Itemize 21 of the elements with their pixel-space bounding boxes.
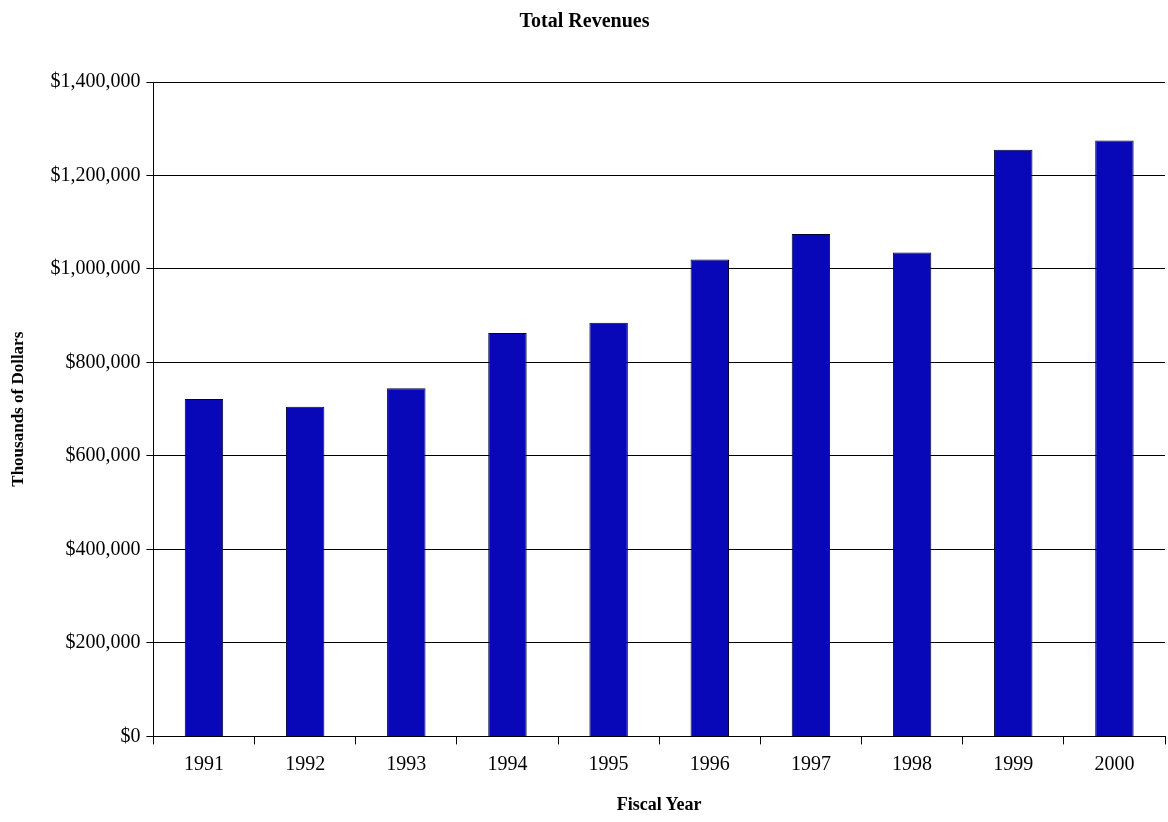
x-tick-label: 1997 (790, 751, 831, 774)
x-tick-label: 1999 (993, 751, 1034, 774)
x-tick-label: 1998 (892, 751, 933, 774)
x-tick-label: 1994 (487, 751, 528, 774)
y-tick-label: $1,200,000 (50, 162, 141, 185)
y-tick-label: $600,000 (65, 443, 141, 466)
x-tick-label: 1996 (689, 751, 730, 774)
x-tick-label: 1993 (386, 751, 427, 774)
y-tick-label: $200,000 (65, 630, 141, 653)
chart-title: Total Revenues (519, 9, 650, 32)
y-tick-label: $0 (120, 723, 141, 746)
y-axis-title: Thousands of Dollars (7, 331, 27, 487)
x-tick-label: 1992 (285, 751, 326, 774)
x-axis-title: Fiscal Year (616, 793, 702, 814)
x-tick-label: 1995 (588, 751, 629, 774)
y-tick-label: $1,000,000 (50, 256, 141, 279)
y-tick-label: $800,000 (65, 349, 141, 372)
y-tick-label: $1,400,000 (50, 69, 141, 92)
x-tick-label: 1991 (183, 751, 224, 774)
y-tick-label: $400,000 (65, 536, 141, 559)
x-tick-label: 2000 (1094, 751, 1135, 774)
